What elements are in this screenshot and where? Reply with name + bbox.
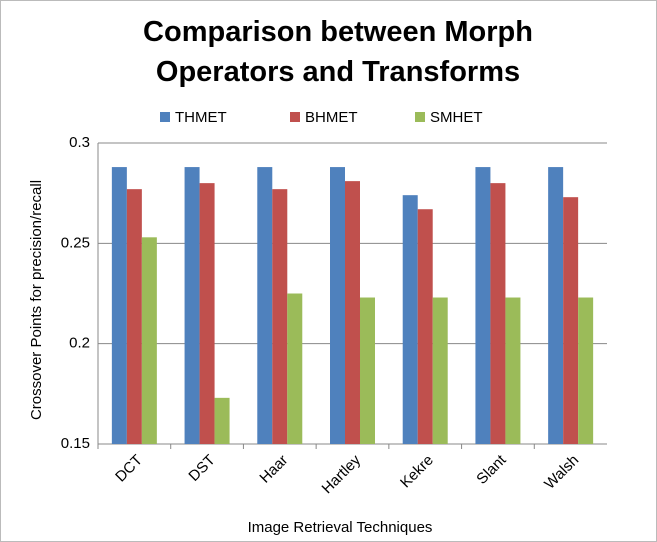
- legend-swatch: [160, 112, 170, 122]
- bar: [417, 209, 433, 444]
- legend-swatch: [290, 112, 300, 122]
- bar: [287, 293, 303, 444]
- bar: [578, 297, 594, 444]
- bar: [214, 397, 230, 444]
- bar: [141, 237, 157, 444]
- legend-label: BHMET: [305, 109, 358, 126]
- y-tick-label: 0.25: [61, 234, 90, 251]
- bar: [490, 183, 506, 444]
- y-tick-label: 0.2: [69, 335, 90, 352]
- bar: [548, 167, 564, 444]
- bar: [475, 167, 491, 444]
- bar: [360, 297, 375, 444]
- y-axis-title: Crossover Points for precision/recall: [28, 180, 45, 420]
- bar: [126, 189, 142, 444]
- x-axis-title: Image Retrieval Techniques: [248, 519, 433, 536]
- bar: [184, 167, 200, 444]
- bar: [402, 195, 418, 444]
- bar: [272, 189, 288, 444]
- bar: [345, 181, 360, 445]
- bar: [111, 167, 127, 444]
- bar: [563, 197, 579, 444]
- bar: [330, 167, 345, 444]
- bar: [257, 167, 273, 444]
- legend-swatch: [415, 112, 425, 122]
- y-tick-label: 0.15: [61, 435, 90, 452]
- bar: [505, 297, 521, 444]
- legend-label: THMET: [175, 109, 227, 126]
- bar: [199, 183, 215, 444]
- bar: [432, 297, 448, 444]
- y-tick-label: 0.3: [69, 134, 90, 151]
- legend-label: SMHET: [430, 109, 483, 126]
- chart-title: Comparison between Morph Operators and T…: [143, 16, 533, 88]
